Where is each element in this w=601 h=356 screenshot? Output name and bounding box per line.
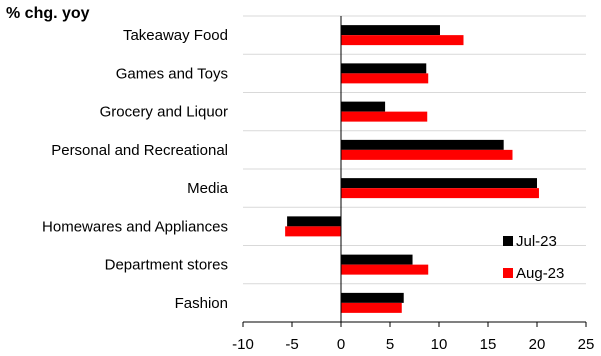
bar-jul-23-department-stores	[341, 254, 413, 265]
category-label: Grocery and Liquor	[100, 104, 228, 121]
legend-swatch-jul-23	[503, 236, 513, 246]
x-tick-label: 15	[480, 336, 497, 353]
legend-label-aug-23: Aug-23	[516, 265, 564, 282]
x-tick-label: 0	[337, 336, 345, 353]
category-label: Fashion	[175, 295, 228, 312]
bar-jul-23-media	[341, 178, 537, 189]
bar-jul-23-grocery-and-liquor	[341, 101, 386, 112]
x-tick-label: 20	[529, 336, 546, 353]
x-tick-label: 5	[386, 336, 394, 353]
category-label: Department stores	[105, 257, 228, 274]
category-label: Homewares and Appliances	[42, 218, 228, 235]
bar-jul-23-takeaway-food	[341, 25, 440, 36]
bar-aug-23-department-stores	[341, 264, 429, 275]
bar-jul-23-fashion	[341, 292, 404, 303]
bar-aug-23-takeaway-food	[341, 35, 464, 46]
category-label: Games and Toys	[116, 65, 228, 82]
bar-aug-23-homewares-and-appliances	[285, 226, 341, 237]
x-tick-label: 10	[431, 336, 448, 353]
category-label: Takeaway Food	[123, 27, 228, 44]
bar-aug-23-games-and-toys	[341, 73, 429, 84]
x-tick-label: 25	[578, 336, 595, 353]
bar-aug-23-personal-and-recreational	[341, 149, 513, 160]
category-label: Personal and Recreational	[51, 142, 228, 159]
x-tick-label: -5	[285, 336, 298, 353]
bar-aug-23-grocery-and-liquor	[341, 111, 428, 122]
bar-aug-23-fashion	[341, 302, 402, 313]
legend-label-jul-23: Jul-23	[516, 233, 557, 250]
x-tick-label: -10	[232, 336, 254, 353]
bar-jul-23-homewares-and-appliances	[287, 216, 341, 227]
bar-aug-23-media	[341, 188, 539, 199]
bar-jul-23-personal-and-recreational	[341, 139, 504, 150]
unit-label: % chg. yoy	[6, 5, 90, 22]
bar-jul-23-games-and-toys	[341, 63, 427, 74]
category-label: Media	[187, 180, 229, 197]
legend-swatch-aug-23	[503, 268, 513, 278]
